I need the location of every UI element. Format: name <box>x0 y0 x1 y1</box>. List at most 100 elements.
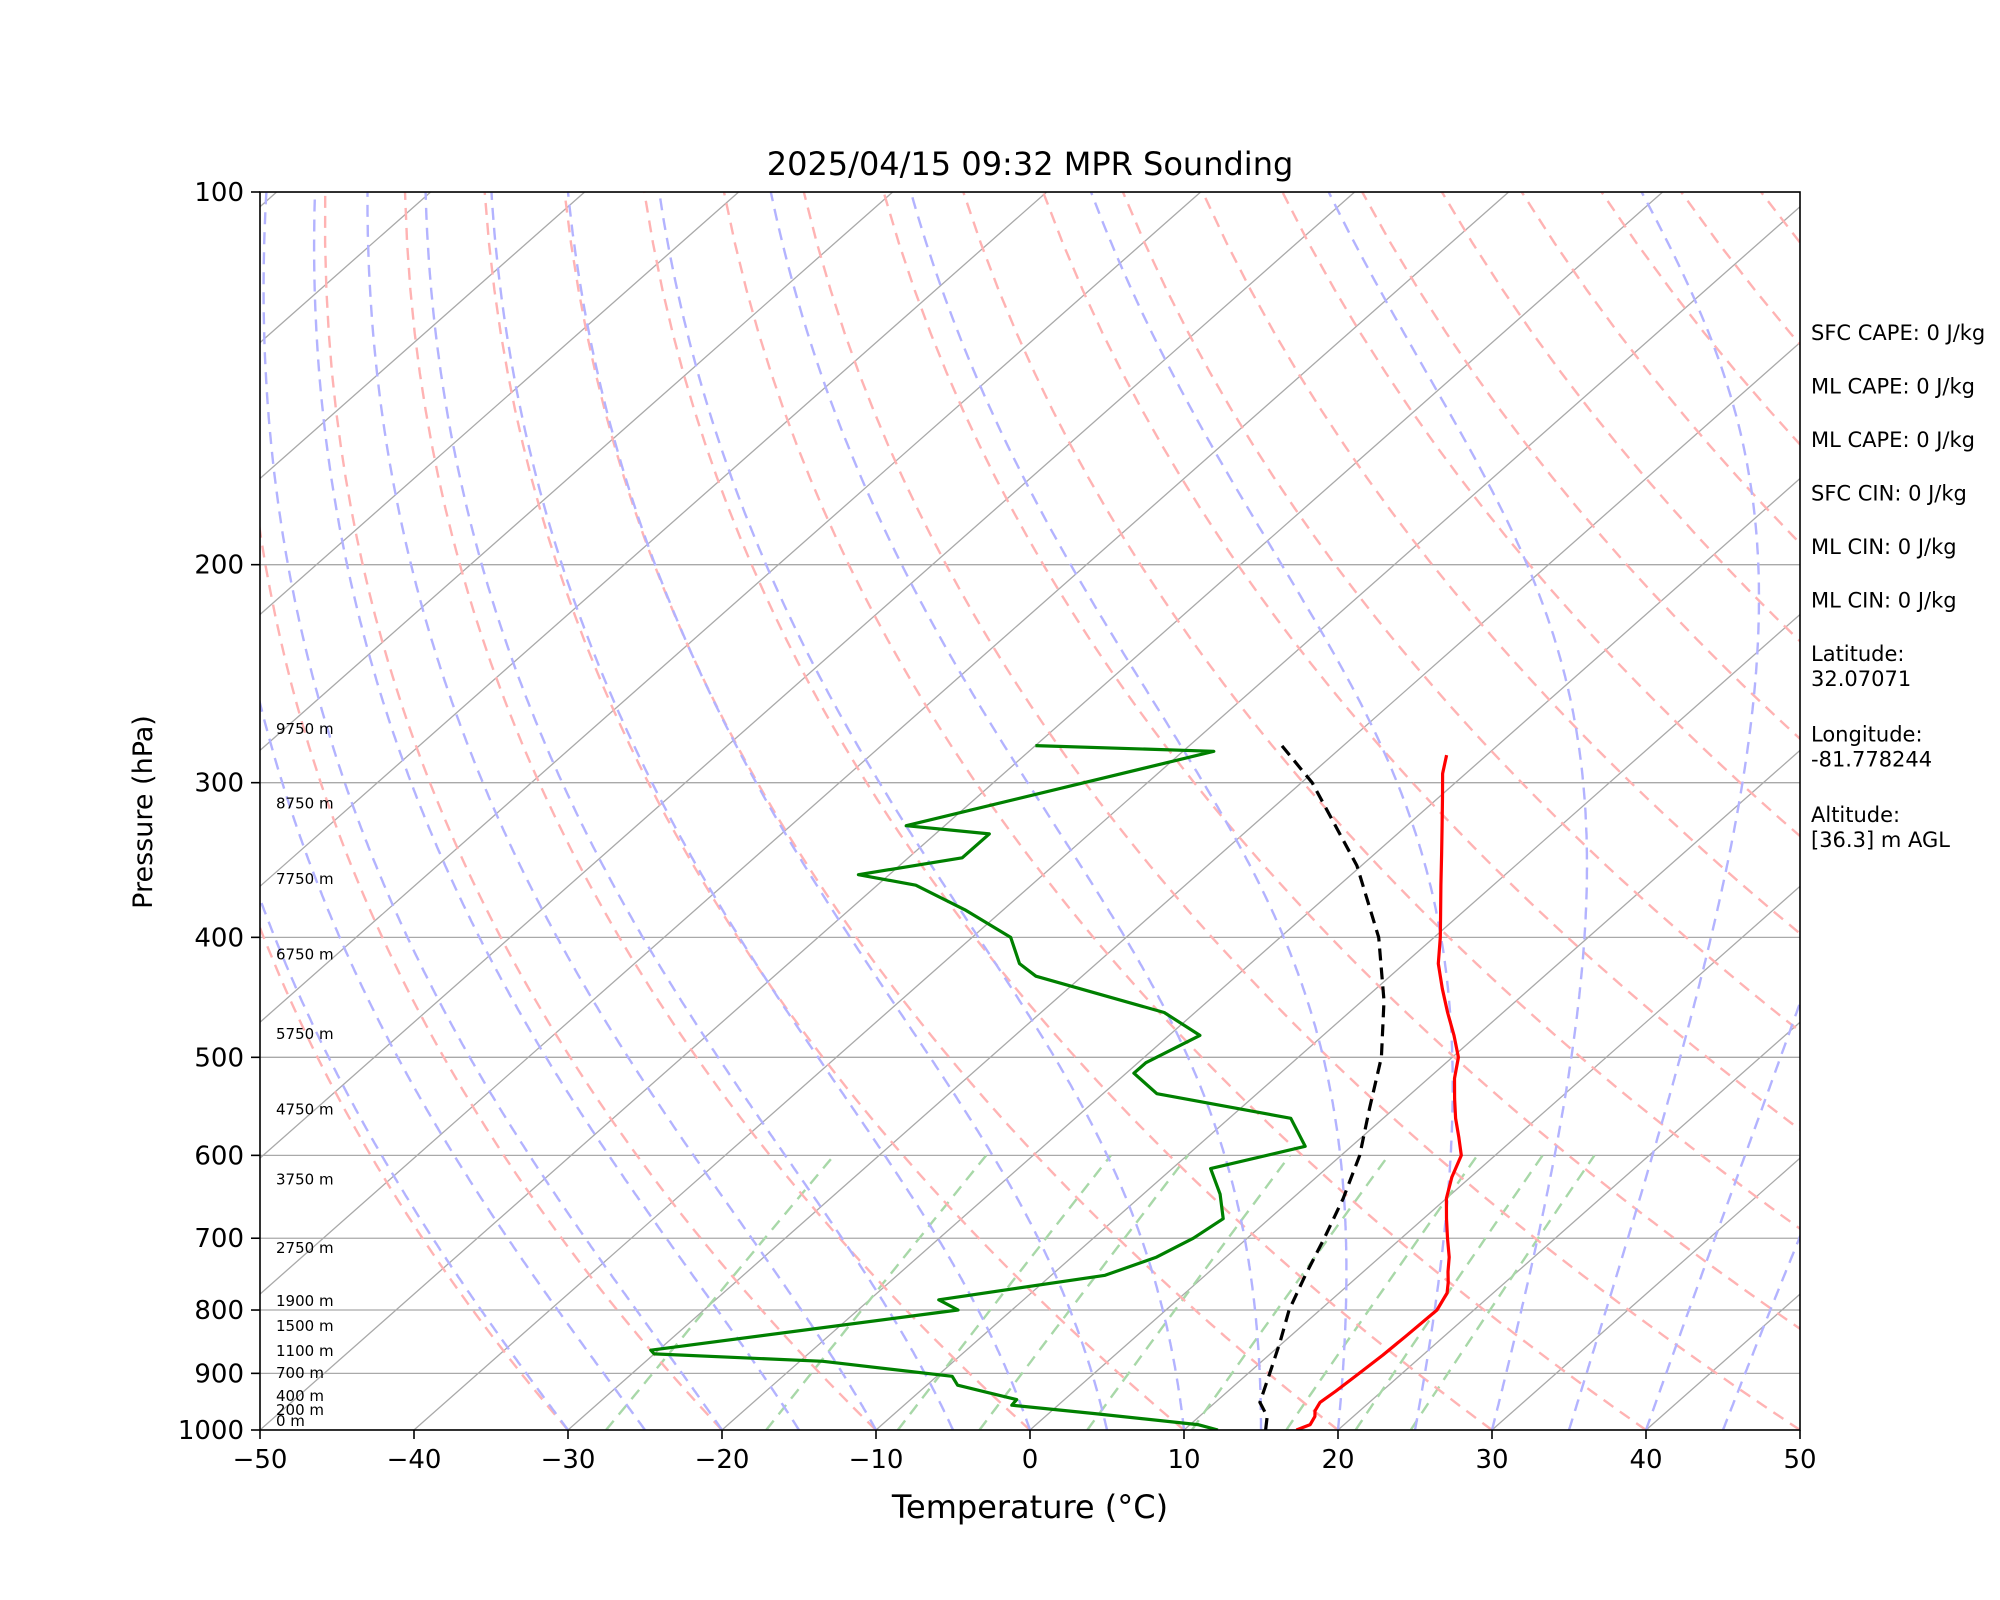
y-tick-label: 100 <box>194 178 244 208</box>
y-tick-label: 700 <box>194 1224 244 1254</box>
dry-adiabat-line <box>403 192 1031 1430</box>
pressure-grid <box>260 192 1800 1430</box>
isotherm-line <box>1183 885 1800 1430</box>
moist-adiabat-line <box>1327 192 1589 1430</box>
annotation-line: ML CAPE: 0 J/kg <box>1811 375 1975 399</box>
height-label: 6750 m <box>276 946 334 964</box>
parcel-profile-line <box>1258 744 1386 1430</box>
isotherm-line <box>1029 749 1800 1430</box>
height-label: 0 m <box>276 1412 305 1430</box>
mixing-ratio-line <box>1409 1154 1596 1430</box>
x-tick-label: −40 <box>387 1445 442 1475</box>
mixing-ratio-line <box>1190 1154 1390 1430</box>
annotation-line: ML CIN: 0 J/kg <box>1811 535 1957 559</box>
isotherm-line <box>260 192 894 752</box>
dry-adiabat-line <box>722 192 1647 1430</box>
annotation-line: Longitude: <box>1811 723 1923 747</box>
annotation-line: 32.07071 <box>1811 667 1911 691</box>
y-tick-label: 300 <box>194 769 244 799</box>
x-tick-label: 40 <box>1629 1445 1662 1475</box>
moist-adiabat-line <box>1089 192 1454 1430</box>
annotation-ml_cape_1: ML CAPE: 0 J/kg <box>1811 375 1975 399</box>
mixing-ratio-line <box>605 1154 836 1430</box>
isotherm-line <box>875 613 1800 1430</box>
annotation-line: SFC CAPE: 0 J/kg <box>1811 321 1985 345</box>
height-label: 1100 m <box>276 1342 334 1360</box>
isotherm-line <box>260 192 1202 1024</box>
dry-adiabat-line <box>260 522 723 1430</box>
sounding-annotations: SFC CAPE: 0 J/kg ML CAPE: 0 J/kg ML CAPE: … <box>1811 321 1985 852</box>
mixing-ratio-line <box>1086 1154 1291 1430</box>
isotherm-line <box>260 192 1510 1295</box>
annotation-ml_cin_2: ML CIN: 0 J/kg <box>1811 589 1957 613</box>
x-tick-label: −20 <box>695 1445 750 1475</box>
dry-adiabat-line <box>802 192 1800 1430</box>
annotation-line: SFC CIN: 0 J/kg <box>1811 482 1967 506</box>
dry-adiabat-lines <box>260 192 1800 1430</box>
dry-adiabat-line <box>1281 192 1800 838</box>
moist-adiabat-line <box>366 192 878 1430</box>
annotation-line: Altitude: <box>1811 803 1900 827</box>
height-label: 2750 m <box>276 1239 334 1257</box>
moist-adiabat-line <box>1644 999 1800 1430</box>
isotherm-lines <box>260 192 1800 1430</box>
height-label: 1500 m <box>276 1317 334 1335</box>
isotherm-line <box>260 192 740 616</box>
annotation-line: -81.778244 <box>1811 748 1932 772</box>
moist-adiabat-lines <box>260 192 1800 1430</box>
dry-adiabat-line <box>1041 192 1800 1132</box>
x-tick-label: 50 <box>1783 1445 1816 1475</box>
annotation-ml_cape_2: ML CAPE: 0 J/kg <box>1811 428 1975 452</box>
mixing-ratio-line <box>896 1154 1112 1430</box>
moist-adiabat-line <box>490 192 1032 1430</box>
annotation-line: ML CIN: 0 J/kg <box>1811 589 1957 613</box>
isotherm-line <box>721 477 1800 1430</box>
moist-adiabat-line <box>424 192 955 1430</box>
height-label: 200 m <box>276 1401 324 1419</box>
moist-adiabat-line <box>260 895 569 1430</box>
y-tick-label: 900 <box>194 1359 244 1389</box>
mixing-ratio-line <box>1285 1154 1479 1430</box>
moist-adiabat-line <box>566 192 1109 1430</box>
moist-adiabat-line <box>262 192 724 1430</box>
x-axis-ticks: −50 −40 −30 −20 −10 0 10 20 30 40 50 <box>233 1430 1817 1475</box>
y-tick-label: 600 <box>194 1141 244 1171</box>
moist-adiabat-line <box>260 698 646 1430</box>
height-label: 700 m <box>276 1364 324 1382</box>
isotherm-line <box>260 192 586 480</box>
dry-adiabat-line <box>323 192 877 1430</box>
isotherm-line <box>260 192 1356 1160</box>
height-label: 7750 m <box>276 870 334 888</box>
annotation-line: [36.3] m AGL <box>1811 828 1950 852</box>
x-tick-label: −50 <box>233 1445 288 1475</box>
y-tick-label: 200 <box>194 551 244 581</box>
height-label: 5750 m <box>276 1025 334 1043</box>
isotherm-line <box>413 205 1800 1430</box>
dry-adiabat-line <box>1361 192 1800 741</box>
height-label: 400 m <box>276 1387 324 1405</box>
height-label: 4750 m <box>276 1100 334 1118</box>
isotherm-line <box>1491 1157 1800 1430</box>
sounding-series <box>649 744 1463 1430</box>
height-label: 1900 m <box>276 1292 334 1310</box>
annotation-altitude: Altitude: [36.3] m AGL <box>1811 803 1950 852</box>
x-tick-label: 0 <box>1022 1445 1039 1475</box>
moist-adiabat-line <box>312 192 801 1430</box>
annotation-longitude: Longitude: -81.778244 <box>1811 723 1932 772</box>
y-tick-label: 800 <box>194 1296 244 1326</box>
x-tick-label: −30 <box>541 1445 596 1475</box>
annotation-latitude: Latitude: 32.07071 <box>1811 642 1911 691</box>
chart-title: 2025/04/15 09:32 MPR Sounding <box>767 145 1294 183</box>
moist-adiabat-line <box>909 192 1348 1430</box>
mixing-ratio-line <box>765 1154 988 1430</box>
x-tick-label: 10 <box>1167 1445 1200 1475</box>
dry-adiabat-line <box>483 192 1185 1430</box>
isotherm-line <box>567 341 1800 1430</box>
dry-adiabat-line <box>1201 192 1800 936</box>
y-tick-label: 1000 <box>178 1416 244 1446</box>
annotation-sfc_cape: SFC CAPE: 0 J/kg <box>1811 321 1985 345</box>
annotation-line: ML CAPE: 0 J/kg <box>1811 428 1975 452</box>
dewpoint-profile-line <box>649 744 1307 1430</box>
temperature-profile-line <box>1295 754 1463 1430</box>
